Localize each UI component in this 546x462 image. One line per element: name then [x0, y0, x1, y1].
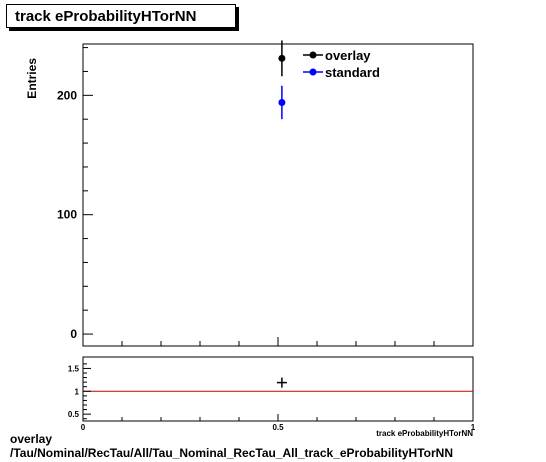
legend-label-standard: standard	[325, 65, 380, 80]
ratio-y-tick-label: 1.5	[68, 364, 80, 373]
data-point-standard	[278, 98, 286, 106]
x-axis-label: track eProbabilityHTorNN	[376, 429, 473, 438]
legend-label-overlay: overlay	[325, 48, 371, 63]
legend-marker-standard	[309, 68, 317, 76]
y-axis-label: Entries	[25, 58, 39, 99]
ratio-x-tick-label: 1	[471, 423, 476, 432]
y-tick-label: 200	[57, 88, 77, 102]
ratio-y-tick-label: 1	[75, 387, 80, 396]
y-tick-label: 100	[57, 208, 77, 222]
chart-title: track eProbabilityHTorNN	[15, 8, 197, 25]
footer-label: overlay	[10, 432, 53, 446]
ratio-y-tick-label: 0.5	[68, 410, 80, 419]
ratio-frame	[82, 356, 474, 422]
plot-frame	[82, 43, 474, 347]
ratio-x-tick-label: 0	[81, 423, 86, 432]
footer-path: /Tau/Nominal/RecTau/All/Tau_Nominal_RecT…	[10, 446, 453, 460]
title-box: track eProbabilityHTorNN	[6, 4, 236, 28]
legend-marker-overlay	[309, 51, 317, 59]
ratio-x-tick-label: 0.5	[272, 423, 284, 432]
y-tick-label: 0	[70, 327, 77, 341]
data-point-overlay	[278, 54, 286, 62]
